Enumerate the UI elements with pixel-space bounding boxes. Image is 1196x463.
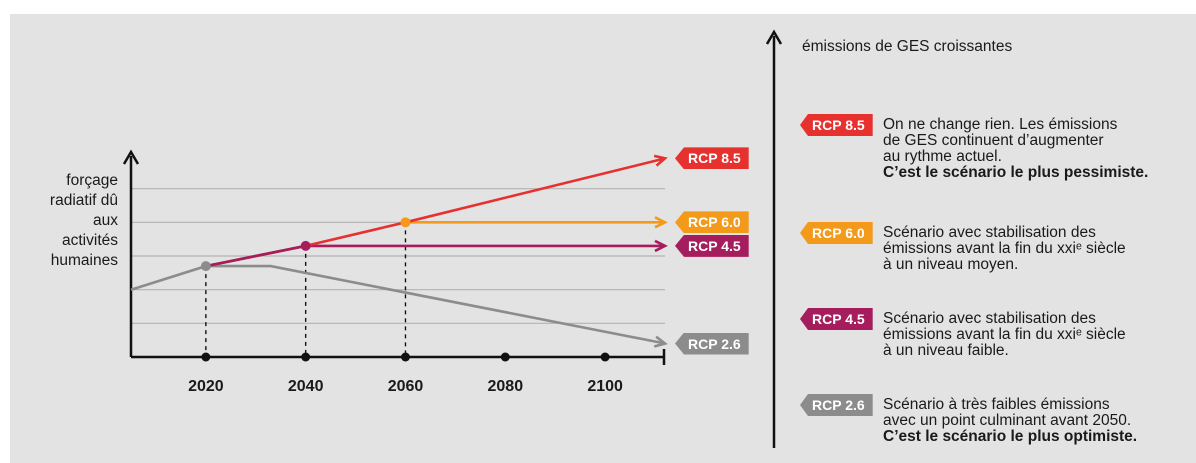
legend-text: Scénario avec stabilisation des émissions…	[883, 225, 1126, 273]
series-end-tag: RCP 8.5	[675, 147, 749, 170]
legend-text: Scénario à très faibles émissions avec un…	[883, 397, 1137, 445]
legend-text-line: On ne change rien. Les émissions	[883, 116, 1118, 133]
legend-text-emphasis: C’est le scénario le plus optimiste.	[883, 428, 1138, 445]
legend-text-line: Scénario à très faibles émissions	[883, 396, 1110, 413]
x-tick-label: 2040	[287, 378, 324, 395]
x-tick-dot	[500, 352, 510, 362]
series-arrow-icon	[653, 154, 668, 167]
series-line-rcp-8-5	[205, 157, 666, 268]
x-tick-label: 2100	[587, 378, 623, 395]
x-tick-label: 2060	[387, 378, 424, 395]
series-end-tag: RCP 2.6	[675, 332, 749, 355]
x-tick-dot	[400, 352, 410, 362]
legend-text-line: de GES continuent d’augmenter	[883, 132, 1104, 149]
series-marker	[200, 261, 211, 272]
legend-text-line: émissions avant la fin du xxiᵉ siècle	[883, 326, 1126, 343]
series-marker	[400, 217, 411, 228]
legend-text: Scénario avec stabilisation des émissions…	[883, 311, 1126, 359]
legend-text-line: Scénario avec stabilisation des	[883, 224, 1096, 241]
y-axis-label-line: activités	[62, 232, 118, 249]
trunk-segment	[205, 244, 306, 268]
legend-badge: RCP 4.5	[800, 308, 873, 330]
series-arrow-icon	[654, 239, 668, 253]
right-axis-arrow-icon	[765, 29, 783, 45]
legend-text-line: Scénario avec stabilisation des	[883, 310, 1096, 327]
series-end-tag: RCP 4.5	[675, 234, 749, 257]
legend-badge: RCP 2.6	[800, 394, 873, 416]
legend-text-line: à un niveau moyen.	[883, 256, 1019, 273]
legend-text-line: à un niveau faible.	[883, 342, 1009, 359]
series-arrow-icon	[653, 335, 668, 348]
x-tick-dot	[201, 352, 211, 362]
legend-badge: RCP 8.5	[800, 114, 873, 136]
y-axis-label-line: forçage	[66, 172, 118, 189]
right-axis-title: émissions de GES croissantes	[802, 38, 1013, 55]
x-tick-dot	[600, 352, 610, 362]
legend-text-line: émissions avant la fin du xxiᵉ siècle	[883, 240, 1126, 257]
series-arrow-icon	[654, 216, 668, 229]
legend-text-line: avec un point culminant avant 2050.	[883, 412, 1132, 429]
y-axis-label-line: aux	[93, 212, 118, 229]
y-axis-label-line: radiatif dû	[49, 192, 118, 209]
chart-panel	[10, 14, 1196, 463]
legend-text-line: au rythme actuel.	[883, 148, 1002, 165]
legend-text-emphasis: C’est le scénario le plus pessimiste.	[883, 164, 1149, 181]
x-tick-dot	[301, 352, 311, 362]
series-line-rcp-2-6	[130, 264, 666, 345]
x-tick-label: 2080	[487, 378, 524, 395]
y-axis-label-line: humaines	[50, 252, 118, 269]
legend-text: On ne change rien. Les émissions de GES c…	[883, 117, 1148, 181]
x-tick-label: 2020	[188, 378, 224, 395]
series-end-tag: RCP 6.0	[675, 211, 749, 234]
series-marker	[300, 240, 311, 251]
legend-badge: RCP 6.0	[800, 222, 873, 244]
y-axis-arrow-icon	[122, 149, 140, 165]
